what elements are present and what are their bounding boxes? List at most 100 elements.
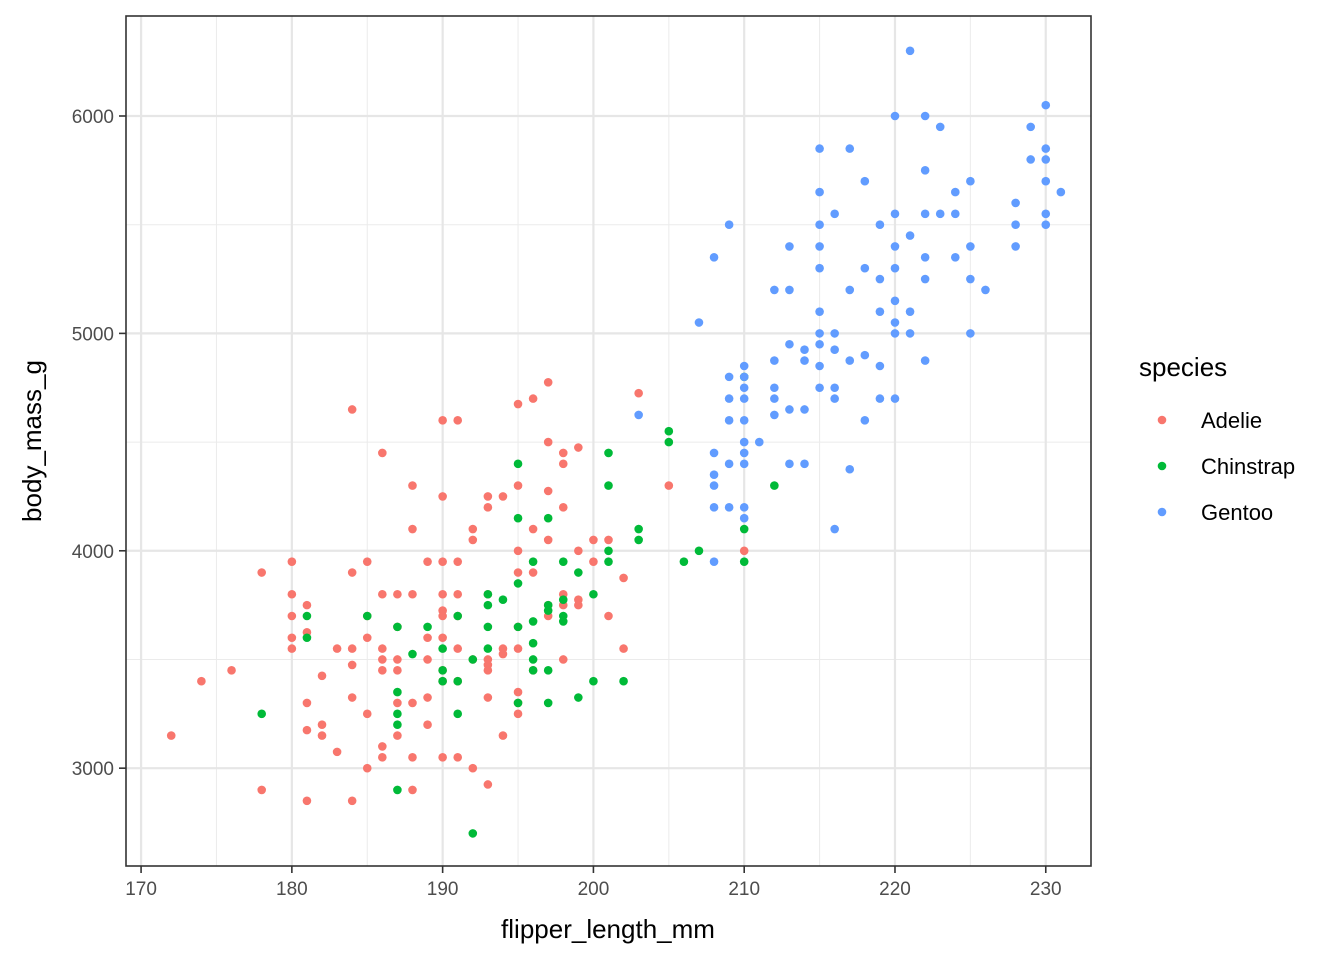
- data-point-adelie: [498, 649, 508, 659]
- data-point-gentoo: [860, 350, 870, 360]
- data-point-gentoo: [845, 144, 855, 153]
- data-point-gentoo: [739, 513, 749, 523]
- data-point-adelie: [453, 644, 463, 653]
- data-point-gentoo: [724, 416, 734, 425]
- data-point-adelie: [543, 378, 553, 387]
- series-gentoo-points: [634, 46, 1066, 566]
- data-point-adelie: [453, 753, 463, 762]
- data-point-gentoo: [905, 231, 915, 240]
- data-point-adelie: [513, 399, 523, 409]
- series-chinstrap-points: [257, 372, 779, 838]
- data-point-chinstrap: [604, 557, 613, 566]
- data-point-adelie: [589, 557, 598, 566]
- data-point-adelie: [438, 753, 447, 762]
- data-point-adelie: [453, 557, 463, 566]
- data-point-adelie: [257, 785, 267, 795]
- data-point-adelie: [528, 568, 538, 577]
- data-point-adelie: [378, 589, 387, 599]
- data-point-gentoo: [966, 329, 975, 338]
- data-point-chinstrap: [438, 644, 447, 653]
- data-point-adelie: [543, 535, 553, 545]
- data-point-adelie: [362, 763, 372, 773]
- data-point-adelie: [197, 676, 206, 686]
- data-point-gentoo: [920, 111, 930, 121]
- data-point-chinstrap: [589, 589, 598, 599]
- data-point-chinstrap: [468, 829, 478, 838]
- data-point-gentoo: [815, 242, 824, 251]
- data-point-adelie: [574, 600, 583, 610]
- data-point-gentoo: [785, 459, 794, 469]
- data-point-adelie: [302, 600, 312, 610]
- data-point-gentoo: [830, 345, 839, 354]
- data-point-chinstrap: [423, 622, 432, 632]
- data-point-adelie: [393, 666, 402, 675]
- data-point-gentoo: [890, 296, 900, 306]
- data-point-adelie: [378, 655, 387, 664]
- data-point-chinstrap: [302, 633, 312, 643]
- data-point-adelie: [423, 633, 432, 643]
- data-point-gentoo: [694, 318, 704, 327]
- data-point-gentoo: [935, 122, 945, 132]
- data-point-gentoo: [830, 383, 839, 393]
- legend-label-chinstrap: Chinstrap: [1201, 454, 1295, 479]
- data-point-chinstrap: [513, 698, 523, 708]
- data-point-chinstrap: [483, 644, 493, 653]
- data-point-gentoo: [950, 209, 960, 219]
- data-point-gentoo: [815, 383, 824, 393]
- data-point-gentoo: [966, 242, 975, 251]
- data-point-gentoo: [770, 394, 779, 403]
- data-point-gentoo: [709, 481, 719, 490]
- data-point-gentoo: [724, 220, 734, 229]
- data-point-gentoo: [800, 356, 809, 365]
- data-point-adelie: [287, 557, 297, 566]
- data-point-adelie: [483, 666, 493, 675]
- x-tick-label: 170: [125, 879, 157, 900]
- data-point-adelie: [393, 655, 402, 664]
- data-point-gentoo: [920, 166, 930, 175]
- data-point-gentoo: [875, 220, 885, 229]
- data-point-adelie: [558, 448, 568, 458]
- data-point-adelie: [393, 698, 402, 708]
- data-point-chinstrap: [604, 546, 613, 556]
- data-point-gentoo: [724, 459, 734, 469]
- data-point-adelie: [287, 611, 297, 621]
- data-point-chinstrap: [257, 709, 267, 719]
- data-point-adelie: [468, 524, 478, 534]
- data-point-adelie: [378, 448, 387, 458]
- data-point-adelie: [362, 557, 372, 566]
- data-point-gentoo: [709, 448, 719, 458]
- data-point-chinstrap: [438, 676, 447, 686]
- data-point-gentoo: [1011, 220, 1020, 229]
- data-point-gentoo: [935, 209, 945, 219]
- data-point-gentoo: [905, 307, 915, 316]
- data-point-adelie: [347, 568, 357, 577]
- data-point-adelie: [513, 644, 523, 653]
- data-point-gentoo: [739, 416, 749, 425]
- data-point-gentoo: [770, 285, 779, 295]
- data-point-chinstrap: [604, 448, 613, 458]
- data-point-gentoo: [739, 437, 749, 447]
- data-point-gentoo: [1041, 100, 1051, 110]
- data-point-adelie: [438, 416, 447, 425]
- data-point-gentoo: [890, 242, 900, 251]
- data-point-chinstrap: [574, 693, 583, 702]
- data-point-adelie: [468, 763, 478, 773]
- data-point-chinstrap: [528, 557, 538, 566]
- data-point-adelie: [378, 666, 387, 675]
- data-point-gentoo: [890, 318, 900, 327]
- data-point-adelie: [483, 492, 493, 501]
- data-point-gentoo: [709, 557, 719, 566]
- data-point-adelie: [408, 481, 417, 490]
- data-point-chinstrap: [453, 709, 463, 719]
- data-point-chinstrap: [528, 655, 538, 664]
- data-point-gentoo: [634, 410, 643, 420]
- data-point-gentoo: [981, 285, 990, 295]
- data-point-gentoo: [1041, 220, 1051, 229]
- data-point-chinstrap: [513, 513, 523, 523]
- data-point-gentoo: [739, 361, 749, 371]
- data-point-adelie: [619, 644, 628, 653]
- data-point-gentoo: [785, 285, 794, 295]
- data-point-adelie: [347, 796, 357, 806]
- data-point-chinstrap: [664, 437, 674, 447]
